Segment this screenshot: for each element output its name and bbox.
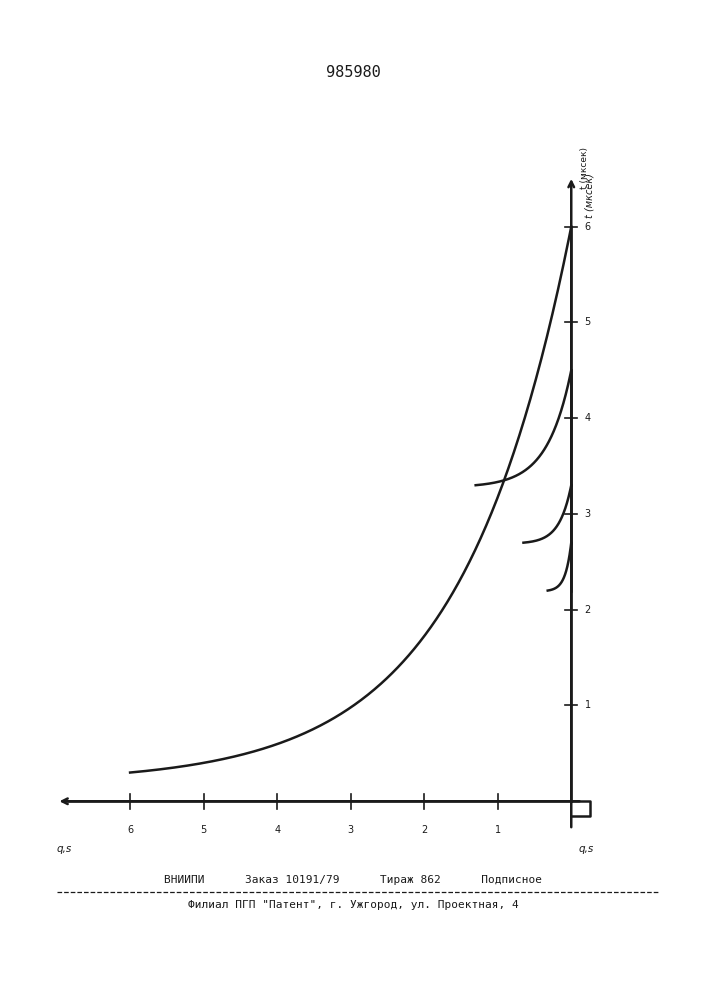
Text: t (мксек): t (мксек) bbox=[585, 173, 595, 218]
Text: ВНИИПИ      Заказ 10191/79      Тираж 862      Подписное: ВНИИПИ Заказ 10191/79 Тираж 862 Подписно… bbox=[165, 875, 542, 885]
Text: q,s: q,s bbox=[578, 844, 594, 854]
Text: 4: 4 bbox=[274, 825, 280, 835]
Text: 5: 5 bbox=[201, 825, 206, 835]
Text: 2: 2 bbox=[585, 605, 591, 615]
Text: 4: 4 bbox=[585, 413, 590, 423]
Text: q,s: q,s bbox=[57, 844, 71, 854]
Text: 3: 3 bbox=[348, 825, 354, 835]
Text: Филиал ПГП "Патент", г. Ужгород, ул. Проектная, 4: Филиал ПГП "Патент", г. Ужгород, ул. Про… bbox=[188, 900, 519, 910]
Text: 3: 3 bbox=[585, 509, 590, 519]
Text: 2: 2 bbox=[421, 825, 427, 835]
Text: 1: 1 bbox=[585, 700, 590, 710]
Text: 6: 6 bbox=[585, 222, 590, 232]
Text: 985980: 985980 bbox=[326, 65, 381, 80]
Text: 1: 1 bbox=[495, 825, 501, 835]
Text: t (мксек): t (мксек) bbox=[580, 147, 589, 189]
Text: 6: 6 bbox=[127, 825, 133, 835]
Text: 5: 5 bbox=[585, 317, 591, 327]
